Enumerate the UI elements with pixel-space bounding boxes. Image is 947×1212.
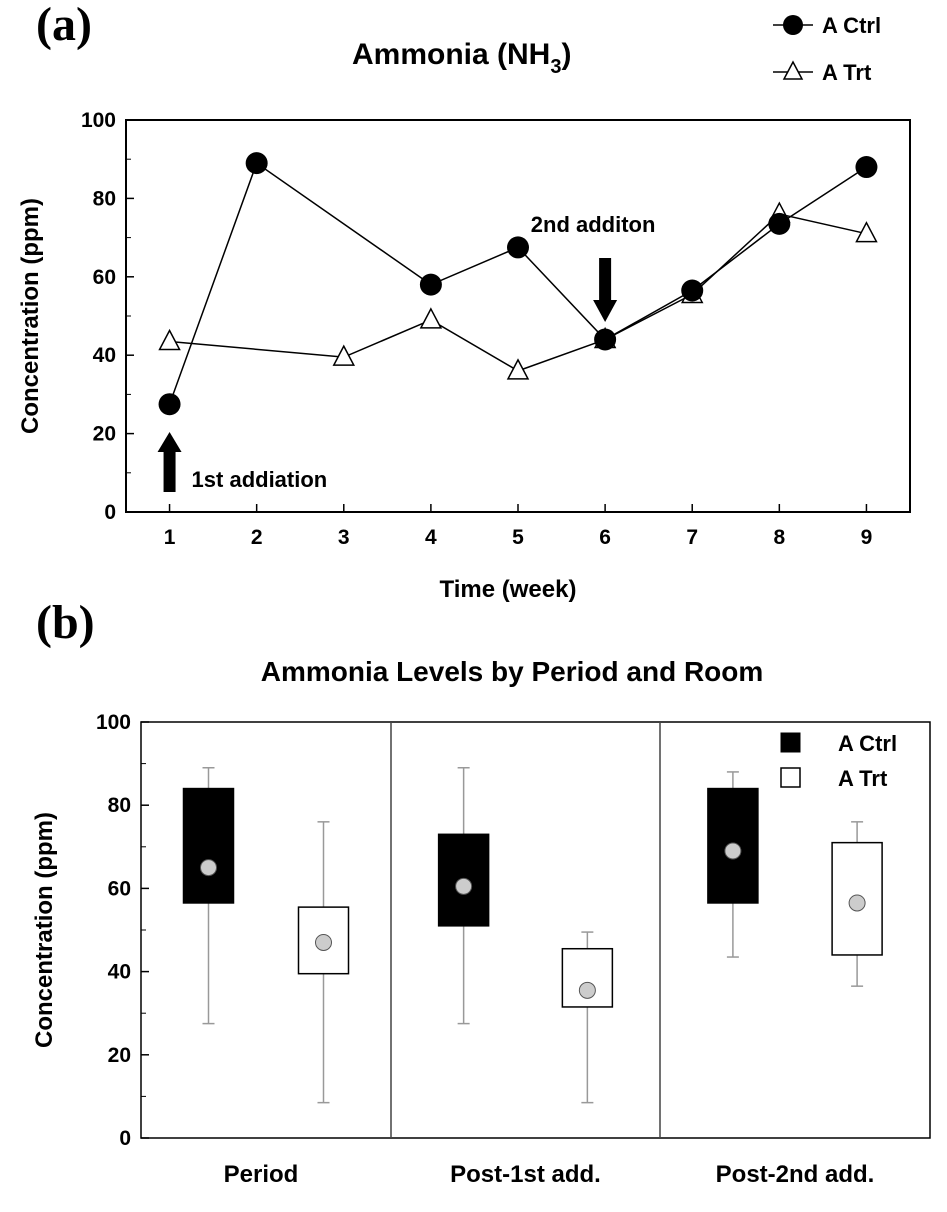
legend-swatch-ctrl	[780, 732, 801, 753]
y-tick-label: 80	[108, 794, 131, 817]
x-category-label: Period	[224, 1161, 299, 1188]
x-tick-label: 7	[686, 526, 698, 549]
data-point-trt	[855, 221, 878, 243]
data-point-ctrl	[594, 328, 617, 351]
x-tick-label: 2	[251, 526, 263, 549]
center-dot-ctrl	[724, 842, 742, 860]
y-tick-label: 100	[96, 711, 131, 734]
panel-a-series-group	[158, 152, 878, 416]
data-point-trt	[419, 307, 443, 329]
panel-a-annotations: 1st addiation 2nd additon	[157, 212, 656, 492]
y-tick-label: 0	[119, 1127, 131, 1150]
annotation-second-addition: 2nd additon	[531, 212, 656, 237]
panel-b-boxes-group	[182, 767, 883, 1104]
panel-b-plot-frame	[140, 721, 931, 1139]
panel-b-legend: A Ctrl A Trt	[780, 731, 897, 791]
panel-b-letter: (b)	[36, 596, 95, 649]
legend-label-b-ctrl: A Ctrl	[838, 731, 897, 756]
legend-label-b-trt: A Trt	[838, 766, 888, 791]
arrow-down-icon	[593, 258, 618, 322]
data-point-ctrl	[419, 273, 442, 296]
legend-swatch-trt	[780, 767, 801, 788]
y-tick-label: 80	[93, 187, 116, 210]
panel-a-line-chart: (a) Ammonia (NH3) 0 20 40 60 80 100 1 2 3 4 5 6 7 8 9…	[17, 0, 911, 603]
x-category-label: Post-1st add.	[450, 1161, 601, 1188]
y-tick-label: 60	[93, 266, 116, 289]
legend-label-trt: A Trt	[822, 60, 872, 85]
x-category-label: Post-2nd add.	[716, 1161, 875, 1188]
data-point-ctrl	[855, 156, 878, 179]
panel-b-box-chart: (b) Ammonia Levels by Period and Room 0 2…	[31, 596, 931, 1188]
legend-label-ctrl: A Ctrl	[822, 13, 881, 38]
data-point-trt	[332, 344, 356, 366]
y-tick-label: 40	[108, 961, 131, 984]
series-line-trt	[169, 213, 867, 372]
y-tick-label: 20	[108, 1044, 131, 1067]
x-tick-label: 8	[773, 526, 785, 549]
y-tick-label: 60	[108, 877, 131, 900]
panel-a-title: Ammonia (NH3)	[352, 38, 571, 78]
legend-marker-trt	[773, 60, 813, 80]
center-dot-trt	[848, 894, 866, 912]
panel-a-y-axis: 0 20 40 60 80 100	[81, 109, 134, 524]
data-point-ctrl	[768, 212, 791, 235]
center-dot-ctrl	[455, 877, 473, 895]
data-point-trt	[158, 328, 181, 351]
panel-a-plot-frame	[125, 119, 911, 513]
panel-a-legend: A Ctrl A Trt	[773, 13, 881, 85]
y-tick-label: 100	[81, 109, 116, 132]
panel-a-x-label: Time (week)	[440, 576, 577, 603]
x-tick-label: 1	[164, 526, 176, 549]
y-tick-label: 0	[104, 501, 116, 524]
box-ctrl	[182, 787, 235, 904]
data-point-ctrl	[507, 236, 529, 259]
center-dot-trt	[578, 981, 596, 999]
data-point-ctrl	[681, 279, 704, 302]
series-line-ctrl	[168, 161, 867, 405]
annotation-first-addition: 1st addiation	[192, 467, 328, 492]
y-tick-label: 40	[93, 344, 116, 367]
x-tick-label: 6	[599, 526, 611, 549]
panel-a-y-label: Concentration (ppm)	[17, 198, 44, 434]
x-tick-label: 4	[425, 526, 437, 549]
panel-b-y-axis: 0 20 40 60 80 100	[96, 711, 149, 1150]
legend-marker-ctrl	[773, 15, 813, 35]
center-dot-trt	[315, 933, 332, 951]
panel-a-letter: (a)	[36, 0, 92, 51]
data-point-ctrl	[158, 393, 181, 416]
center-dot-ctrl	[200, 859, 217, 877]
panel-b-x-axis: Period Post-1st add. Post-2nd add.	[224, 1161, 875, 1188]
x-tick-label: 9	[861, 526, 873, 549]
panel-a-x-axis: 1 2 3 4 5 6 7 8 9	[164, 504, 873, 549]
y-tick-label: 20	[93, 423, 116, 446]
x-tick-label: 3	[338, 526, 350, 549]
x-tick-label: 5	[512, 526, 524, 549]
panel-b-y-label: Concentration (ppm)	[31, 812, 58, 1048]
arrow-up-icon	[157, 432, 182, 492]
data-point-trt	[506, 358, 530, 380]
data-point-ctrl	[245, 152, 268, 175]
panel-b-title: Ammonia Levels by Period and Room	[261, 656, 764, 687]
